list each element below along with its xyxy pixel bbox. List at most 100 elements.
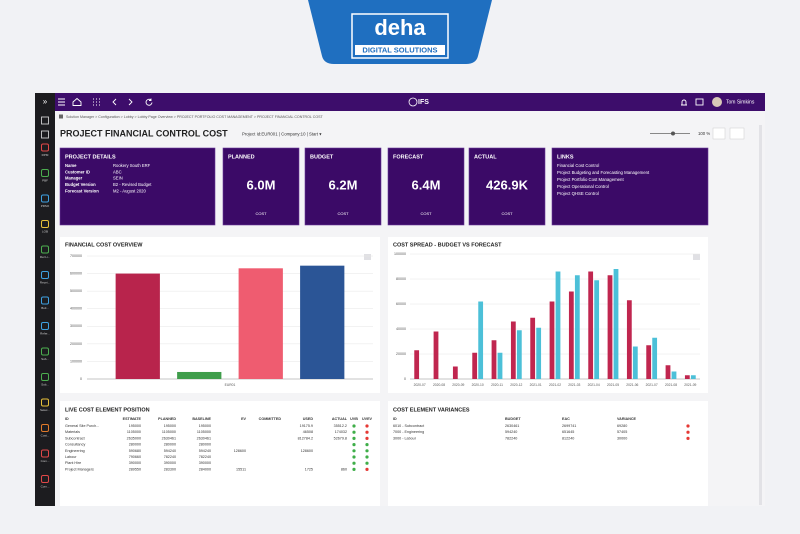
zoom-handle[interactable] [671, 131, 675, 136]
inbox-icon[interactable] [695, 98, 704, 106]
status-dot [686, 436, 690, 440]
avatar[interactable] [712, 97, 722, 107]
sidebar-label[interactable]: RPM [42, 153, 49, 157]
y-tick-label: 20000 [396, 352, 406, 356]
table-cell: 1105000 [127, 430, 141, 434]
column-header: ACTUAL [332, 417, 348, 421]
table-cell: Project Managers [65, 467, 94, 471]
user-name[interactable]: Tom Simkins [726, 100, 755, 106]
bar [671, 371, 677, 379]
sidebar-icon[interactable] [41, 116, 49, 125]
sidebar-label[interactable]: Selec... [40, 408, 50, 412]
sidebar-icon[interactable] [41, 449, 49, 458]
sidebar-label[interactable]: Recei... [40, 280, 50, 284]
sidebar-icon[interactable] [41, 271, 49, 279]
table-cell: 1105000 [162, 430, 176, 434]
table-cell: 15511 [236, 467, 246, 471]
sidebar-icon[interactable] [41, 398, 49, 407]
forward-icon[interactable] [128, 98, 133, 106]
brand-strip [355, 45, 445, 55]
y-tick-label: 600000 [70, 272, 82, 276]
sidebar-label[interactable]: Com... [41, 484, 50, 488]
sidebar-label[interactable]: Rel Li... [40, 255, 50, 259]
bar [626, 300, 632, 379]
column-header: PLANNED [158, 417, 176, 421]
back-icon[interactable] [112, 98, 117, 106]
sidebar-label[interactable]: Sub... [41, 357, 49, 361]
x-tick-label: 2021-02 [549, 383, 561, 387]
sidebar-icon[interactable] [41, 143, 49, 152]
sidebar-icon[interactable] [41, 475, 49, 483]
y-tick-label: 100000 [394, 252, 406, 256]
breadcrumb-home[interactable] [59, 114, 63, 119]
y-tick-label: 200000 [70, 342, 82, 346]
scrollbar[interactable] [759, 125, 762, 505]
kpi-card [468, 147, 546, 226]
status-dot [352, 455, 356, 459]
sidebar-label[interactable]: Cost... [41, 433, 50, 437]
link[interactable]: Financial Cost Control [557, 163, 599, 168]
y-tick-label: 400000 [70, 307, 82, 311]
apps-icon[interactable] [93, 98, 100, 106]
link[interactable]: Project Portfolio Cost Management [557, 177, 624, 182]
detail-value: SEIN [113, 176, 123, 181]
sidebar-icon[interactable] [41, 322, 49, 330]
table-cell: Plant Hire [65, 461, 81, 465]
kpi-title: BUDGET [310, 154, 334, 160]
table-cell: Engineering [65, 449, 85, 453]
detail-value: Rookery South ERF [113, 163, 151, 168]
status-dot [365, 449, 369, 453]
sidebar-icon[interactable] [41, 194, 49, 203]
sidebar-icon[interactable] [41, 169, 49, 177]
sidebar-icon[interactable] [41, 296, 49, 305]
sidebar-label[interactable]: Buil... [41, 306, 49, 310]
sidebar-label[interactable]: Com... [41, 459, 50, 463]
notification-icon[interactable] [681, 99, 687, 106]
sidebar-icon[interactable] [41, 220, 49, 228]
table-cell: Labour [65, 455, 77, 459]
sidebar-icon[interactable] [41, 424, 49, 432]
bar [478, 301, 484, 379]
sidebar-label[interactable]: PRSO [41, 204, 50, 208]
detail-label: Name [65, 163, 77, 168]
y-tick-label: 0 [80, 377, 82, 381]
sidebar-toggle[interactable]: » [43, 97, 48, 106]
home-icon[interactable] [72, 97, 82, 106]
expand-button[interactable] [729, 127, 745, 140]
kpi-card [222, 147, 300, 226]
chart-menu[interactable] [693, 254, 700, 260]
page-context[interactable]: Project Id:EUR001 | Company:10 | Start ▾ [242, 131, 321, 136]
menu-icon[interactable] [58, 98, 65, 106]
kpi-value: 6.4M [412, 177, 441, 192]
table-cell: 812784.2 [298, 436, 313, 440]
sidebar-icon[interactable] [41, 245, 49, 254]
status-dot [352, 449, 356, 453]
column-header: ID [393, 417, 397, 421]
detail-label: Forecast Version [65, 188, 99, 193]
brand-name: deha [374, 15, 426, 40]
chart-menu[interactable] [364, 254, 371, 260]
table-cell: 2635000 [127, 436, 141, 440]
column-header: EV [241, 417, 246, 421]
link[interactable]: Project Budgeting and Forecasting Manage… [557, 170, 650, 175]
sidebar-icon[interactable] [41, 373, 49, 381]
pin-button[interactable] [712, 127, 726, 140]
refresh-icon[interactable] [145, 98, 153, 106]
sidebar-label[interactable]: Sub... [41, 382, 49, 386]
sidebar-label[interactable]: PBF [42, 178, 48, 182]
sidebar-label[interactable]: LOB [42, 229, 48, 233]
table-title: COST ELEMENT VARIANCES [393, 407, 470, 413]
top-bar [55, 93, 765, 111]
x-tick-label: 2021-05 [607, 383, 619, 387]
sidebar-icon[interactable] [41, 130, 49, 139]
bar [536, 327, 542, 379]
sidebar-label[interactable]: Refer... [40, 331, 50, 335]
table-cell: 195000 [164, 424, 176, 428]
table-cell: 280000 [199, 443, 211, 447]
link[interactable]: Project QHSE Control [557, 191, 599, 196]
sidebar-icon[interactable] [41, 347, 49, 356]
link[interactable]: Project Operational Control [557, 184, 609, 189]
bar [652, 337, 658, 379]
table-cell: Subcontract [65, 436, 85, 440]
